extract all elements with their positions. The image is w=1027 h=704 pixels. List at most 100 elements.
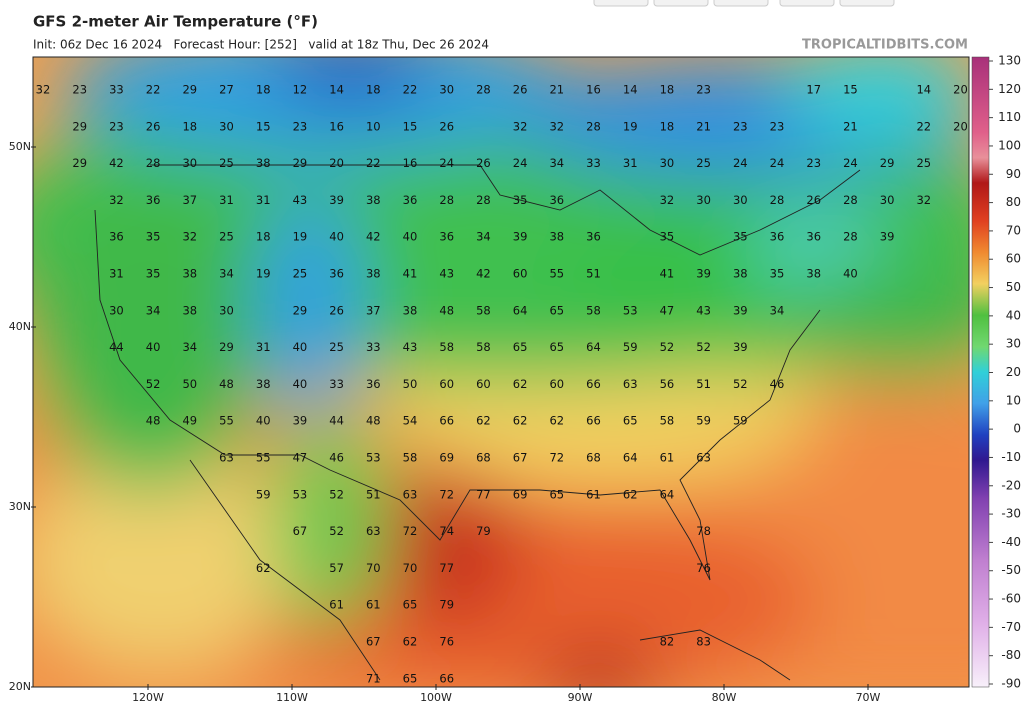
temperature-value: 64 xyxy=(623,451,638,465)
temperature-value: 22 xyxy=(916,119,931,133)
temperature-value: 60 xyxy=(476,377,491,391)
temperature-value: 50 xyxy=(403,377,418,391)
temperature-value: 38 xyxy=(182,267,197,281)
colorbar-tick-label: -60 xyxy=(1001,592,1021,606)
temperature-value: 24 xyxy=(439,156,454,170)
temperature-value: 63 xyxy=(623,377,638,391)
temperature-value: 64 xyxy=(586,340,601,354)
temperature-value: 58 xyxy=(439,340,454,354)
temperature-value: 51 xyxy=(696,377,711,391)
temperature-value: 44 xyxy=(329,414,344,428)
temperature-value: 28 xyxy=(770,193,785,207)
temperature-value: 16 xyxy=(586,83,601,97)
temperature-value: 36 xyxy=(146,193,161,207)
temperature-value: 39 xyxy=(329,193,344,207)
temperature-value: 30 xyxy=(696,193,711,207)
temperature-value: 48 xyxy=(439,303,454,317)
temperature-value: 63 xyxy=(696,451,711,465)
temperature-value: 23 xyxy=(293,119,308,133)
temperature-value: 33 xyxy=(586,156,601,170)
temperature-value: 31 xyxy=(219,193,234,207)
temperature-value: 19 xyxy=(293,230,308,244)
button[interactable] xyxy=(593,0,649,7)
temperature-value: 66 xyxy=(439,671,454,685)
temperature-value: 17 xyxy=(806,83,821,97)
temperature-value: 40 xyxy=(293,377,308,391)
temperature-value: 50 xyxy=(182,377,197,391)
temperature-value: 35 xyxy=(770,267,785,281)
temperature-value: 49 xyxy=(182,414,197,428)
colorbar-tick-label: 130 xyxy=(998,54,1021,68)
temperature-value: 22 xyxy=(403,83,418,97)
temperature-value: 62 xyxy=(256,561,271,575)
temperature-value: 38 xyxy=(366,193,381,207)
temperature-value: 62 xyxy=(513,377,528,391)
temperature-value: 62 xyxy=(623,487,638,501)
temperature-value: 32 xyxy=(182,230,197,244)
temperature-value: 29 xyxy=(72,119,87,133)
temperature-value: 69 xyxy=(513,487,528,501)
button[interactable] xyxy=(713,0,769,7)
temperature-value: 21 xyxy=(549,83,564,97)
borders xyxy=(94,164,861,681)
temperature-value: 10 xyxy=(366,119,381,133)
button[interactable] xyxy=(779,0,835,7)
temperature-value: 74 xyxy=(439,524,454,538)
temperature-value: 38 xyxy=(806,267,821,281)
temperature-value: 65 xyxy=(549,487,564,501)
lon-labels: 120W 110W 100W 90W 80W 70W xyxy=(132,684,881,704)
button[interactable] xyxy=(839,0,895,7)
temperature-value: 52 xyxy=(733,377,748,391)
temperature-value: 20 xyxy=(953,83,968,97)
temperature-value: 23 xyxy=(696,83,711,97)
temperature-value: 51 xyxy=(586,267,601,281)
button[interactable] xyxy=(653,0,709,7)
temperature-value: 65 xyxy=(549,303,564,317)
temperature-value: 32 xyxy=(109,193,124,207)
map-frame xyxy=(32,56,970,688)
temperature-value: 58 xyxy=(403,451,418,465)
temperature-value: 34 xyxy=(146,303,161,317)
temperature-value: 12 xyxy=(293,83,308,97)
colorbar-tick-label: -40 xyxy=(1001,535,1021,549)
temperature-value: 26 xyxy=(439,119,454,133)
temperature-value: 40 xyxy=(256,414,271,428)
temperature-value: 28 xyxy=(476,193,491,207)
temperature-value: 61 xyxy=(586,487,601,501)
temperature-value: 72 xyxy=(403,524,418,538)
temperature-value: 56 xyxy=(660,377,675,391)
temperature-value: 58 xyxy=(476,340,491,354)
temperature-value: 60 xyxy=(549,377,564,391)
temperature-value: 71 xyxy=(366,671,381,685)
temperature-value: 62 xyxy=(549,414,564,428)
temperature-value: 18 xyxy=(660,119,675,133)
temperature-value: 39 xyxy=(733,303,748,317)
temperature-value: 35 xyxy=(733,230,748,244)
temperature-value: 39 xyxy=(513,230,528,244)
colorbar xyxy=(971,56,990,688)
temperature-value: 34 xyxy=(770,303,785,317)
temperature-value: 30 xyxy=(182,156,197,170)
temperature-value: 19 xyxy=(256,267,271,281)
temperature-value: 26 xyxy=(329,303,344,317)
temperature-value: 25 xyxy=(293,267,308,281)
lon-label: 100W xyxy=(420,691,452,704)
colorbar-tick-label: -80 xyxy=(1001,648,1021,662)
colorbar-tick-label: 60 xyxy=(1006,252,1021,266)
temperature-value: 66 xyxy=(586,377,601,391)
temperature-value: 48 xyxy=(366,414,381,428)
temperature-value: 59 xyxy=(623,340,638,354)
temperature-value: 72 xyxy=(439,487,454,501)
temperature-value: 23 xyxy=(770,119,785,133)
temperature-value: 52 xyxy=(696,340,711,354)
temperature-value: 34 xyxy=(182,340,197,354)
temperature-value: 35 xyxy=(146,230,161,244)
temperature-value: 43 xyxy=(293,193,308,207)
colorbar-ticks: 1301201101009080706050403020100-10-20-30… xyxy=(989,54,1021,691)
colorbar-tick-label: -20 xyxy=(1001,478,1021,492)
temperature-value: 28 xyxy=(843,230,858,244)
colorbar-tick-label: 0 xyxy=(1013,422,1021,436)
temperature-value: 30 xyxy=(109,303,124,317)
temperature-value: 32 xyxy=(513,119,528,133)
title: GFS 2-meter Air Temperature (°F) xyxy=(33,13,318,31)
